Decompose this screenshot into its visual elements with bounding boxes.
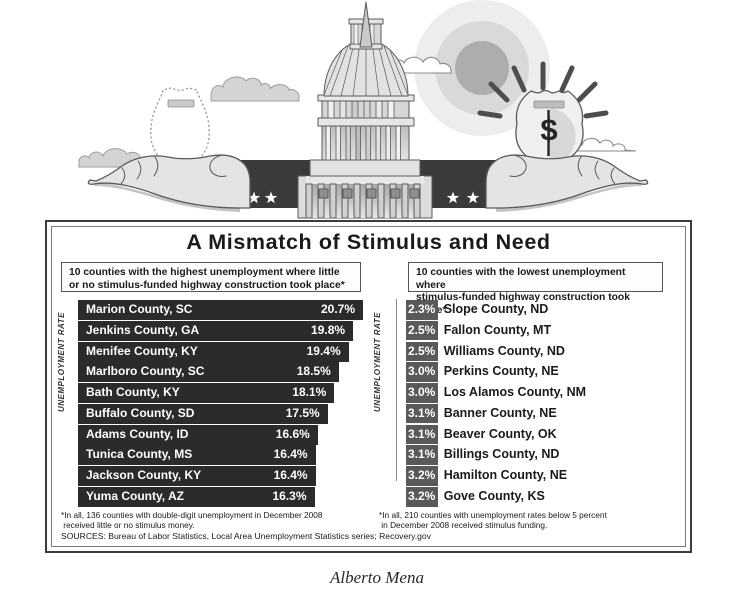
svg-text:$: $ [540, 112, 557, 147]
